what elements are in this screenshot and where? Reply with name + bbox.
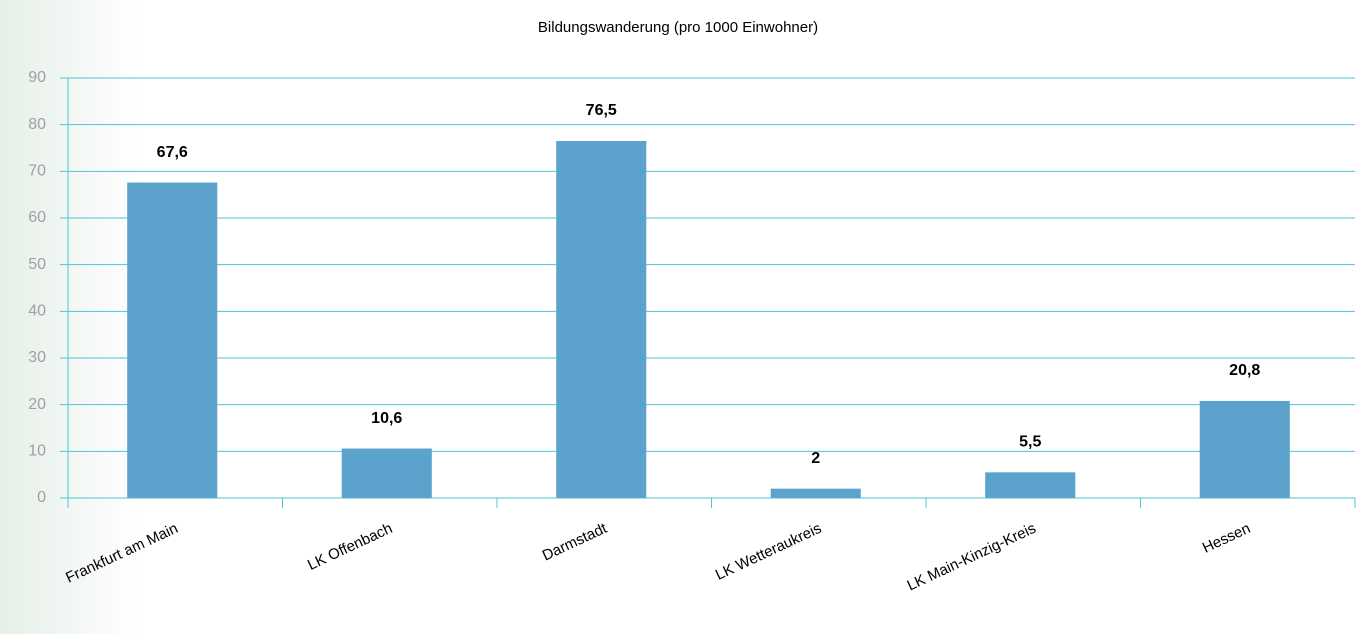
- background: [0, 0, 140, 634]
- x-tick-label: LK Wetteraukreis: [713, 520, 824, 584]
- x-tick-label: Hessen: [1200, 520, 1253, 557]
- y-tick-label: 90: [28, 69, 46, 86]
- x-tick-label: LK Offenbach: [305, 520, 395, 574]
- x-tick-label: Darmstadt: [540, 519, 611, 564]
- data-label: 76,5: [586, 102, 617, 119]
- bar: [985, 472, 1076, 498]
- bar: [127, 182, 218, 499]
- data-label: 5,5: [1019, 434, 1041, 451]
- data-label: 2: [811, 450, 820, 467]
- data-label: 67,6: [157, 144, 188, 161]
- bar: [556, 141, 647, 498]
- x-tick-label: LK Main-Kinzig-Kreis: [905, 520, 1039, 595]
- data-label: 10,6: [371, 410, 402, 427]
- y-tick-label: 70: [28, 163, 46, 180]
- chart-title: Bildungswanderung (pro 1000 Einwohner): [538, 19, 818, 36]
- y-tick-label: 30: [28, 349, 46, 366]
- y-tick-label: 40: [28, 303, 46, 320]
- y-tick-label: 20: [28, 396, 46, 413]
- y-tick-label: 0: [37, 489, 46, 506]
- data-label: 20,8: [1229, 362, 1260, 379]
- y-tick-label: 60: [28, 209, 46, 226]
- y-tick-label: 80: [28, 116, 46, 133]
- bar: [770, 488, 861, 498]
- y-tick-label: 50: [28, 256, 46, 273]
- y-tick-label: 10: [28, 443, 46, 460]
- bar: [1199, 400, 1290, 498]
- bar: [341, 448, 432, 498]
